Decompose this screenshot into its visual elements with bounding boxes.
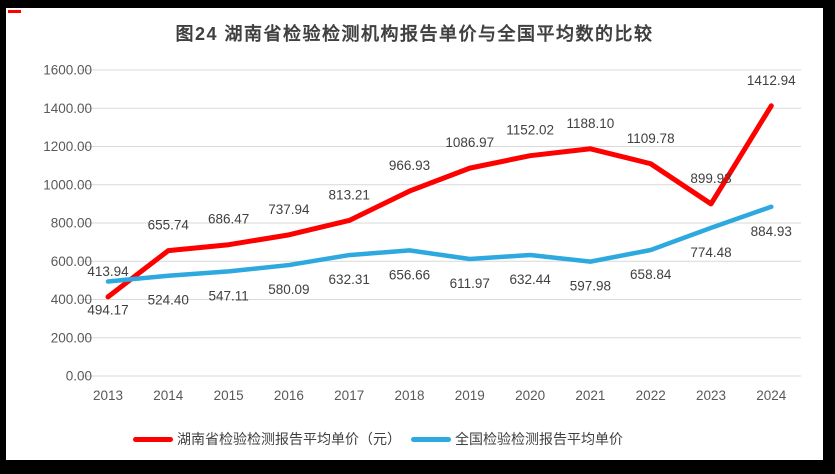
x-axis-tick-label: 2013 bbox=[93, 388, 123, 403]
y-axis-tick-label: 600.00 bbox=[51, 254, 92, 269]
data-label: 884.93 bbox=[751, 224, 792, 239]
data-label: 1109.78 bbox=[627, 131, 675, 146]
y-axis-tick-label: 200.00 bbox=[51, 330, 92, 345]
data-label: 1152.02 bbox=[506, 123, 554, 138]
chart-title: 图24 湖南省检验检测机构报告单价与全国平均数的比较 bbox=[175, 24, 654, 44]
series-line-hunan bbox=[105, 103, 774, 300]
frame-border-top bbox=[0, 0, 835, 8]
legend-swatch-national-blue-line bbox=[411, 436, 451, 442]
x-axis-tick-label: 2024 bbox=[756, 388, 787, 403]
x-axis-tick-label: 2019 bbox=[455, 388, 485, 403]
x-axis-tick-label: 2021 bbox=[575, 388, 605, 403]
series-line-national bbox=[105, 204, 774, 284]
data-label: 524.40 bbox=[148, 293, 189, 308]
x-axis-tick-label: 2020 bbox=[515, 388, 545, 403]
data-label: 966.93 bbox=[389, 158, 430, 173]
data-label: 1188.10 bbox=[566, 116, 614, 131]
data-label: 547.11 bbox=[208, 288, 248, 303]
data-label: 686.47 bbox=[208, 212, 249, 227]
data-label: 494.17 bbox=[87, 302, 128, 317]
y-axis-tick-label: 800.00 bbox=[51, 216, 92, 231]
red-dash-mark bbox=[8, 10, 21, 13]
x-axis-tick-label: 2016 bbox=[274, 388, 304, 403]
data-label: 632.44 bbox=[509, 272, 551, 287]
data-label: 611.97 bbox=[450, 276, 490, 291]
data-label: 899.93 bbox=[690, 171, 731, 186]
data-label: 737.94 bbox=[268, 202, 310, 217]
data-label: 813.21 bbox=[329, 187, 370, 202]
legend-swatch-hunan-red-line bbox=[133, 436, 173, 442]
x-axis-tick-label: 2014 bbox=[153, 388, 184, 403]
data-label: 413.94 bbox=[87, 264, 129, 279]
data-label: 597.98 bbox=[570, 279, 611, 294]
data-label: 1412.94 bbox=[747, 73, 796, 88]
legend-item-national: 全国检验检测报告平均单价 bbox=[411, 429, 623, 449]
data-label: 656.66 bbox=[389, 267, 430, 282]
y-axis-tick-label: 0.00 bbox=[66, 369, 92, 384]
data-label: 1086.97 bbox=[445, 135, 494, 150]
frame-border-bottom bbox=[0, 460, 835, 474]
y-axis-tick-label: 1400.00 bbox=[43, 101, 92, 116]
x-axis-tick-label: 2017 bbox=[334, 388, 364, 403]
data-label: 658.84 bbox=[630, 267, 672, 282]
data-label: 580.09 bbox=[268, 282, 309, 297]
frame-border-right bbox=[823, 0, 835, 474]
legend-label-hunan: 湖南省检验检测报告平均单价（元） bbox=[177, 431, 401, 447]
x-axis-tick-label: 2022 bbox=[636, 388, 666, 403]
x-axis-tick-label: 2015 bbox=[214, 388, 244, 403]
x-axis-tick-label: 2018 bbox=[394, 388, 424, 403]
y-axis-tick-label: 400.00 bbox=[51, 292, 92, 307]
data-label: 774.48 bbox=[690, 245, 731, 260]
data-label: 632.31 bbox=[329, 272, 370, 287]
x-axis-tick-label: 2023 bbox=[696, 388, 726, 403]
legend-label-national: 全国检验检测报告平均单价 bbox=[455, 431, 623, 447]
y-axis-tick-label: 1200.00 bbox=[43, 139, 92, 154]
chart-legend: 湖南省检验检测报告平均单价（元） 全国检验检测报告平均单价 bbox=[133, 429, 623, 449]
y-axis-tick-label: 1600.00 bbox=[43, 63, 92, 78]
y-axis-tick-label: 1000.00 bbox=[43, 177, 92, 192]
legend-item-hunan: 湖南省检验检测报告平均单价（元） bbox=[133, 429, 401, 449]
frame-border-left bbox=[0, 0, 6, 474]
data-label: 655.74 bbox=[148, 218, 190, 233]
